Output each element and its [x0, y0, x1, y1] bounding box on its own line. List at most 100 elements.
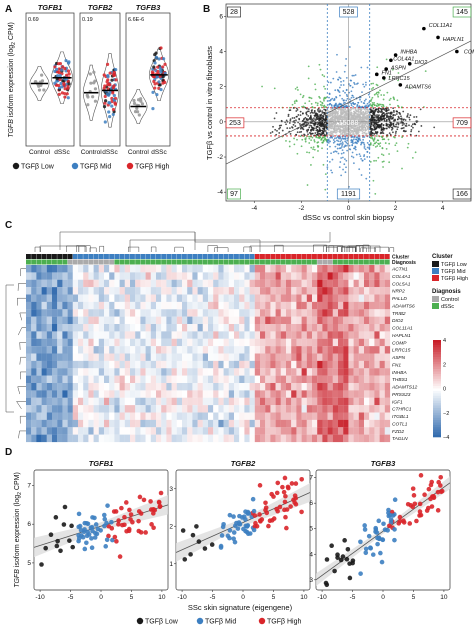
panel-c-heat-cell: [88, 383, 94, 391]
panel-c-heat-cell: [301, 331, 307, 339]
panel-c-heat-cell: [46, 287, 53, 295]
panel-c-heat-cell: [312, 301, 318, 310]
panel-a-point-dssc: [159, 70, 163, 74]
panel-c-gene-FN1: FN1: [392, 362, 401, 368]
panel-d-point: [76, 511, 82, 517]
panel-c-heat-cell: [317, 419, 323, 428]
panel-a-point-dssc: [110, 78, 114, 82]
panel-c-heat-cell: [208, 360, 214, 369]
panel-c-heat-cell: [88, 397, 94, 406]
panel-b-point: [285, 123, 287, 126]
panel-c-heat-cell: [270, 353, 276, 361]
panel-c-cluster-cell: [171, 254, 177, 259]
panel-c-heat-cell: [301, 353, 307, 361]
panel-c-heat-cell: [67, 375, 73, 384]
panel-c-heat-cell: [78, 360, 84, 369]
panel-c-heat-cell: [83, 287, 89, 295]
panel-c-heat-cell: [119, 375, 125, 384]
panel-b-point: [350, 129, 353, 132]
panel-c-heat-cell: [62, 360, 68, 369]
panel-c-heat-cell: [218, 375, 224, 384]
panel-b-point: [314, 88, 317, 91]
panel-c-cluster-cell: [384, 254, 390, 259]
panel-d-point: [263, 505, 269, 510]
panel-c-heat-cell: [244, 375, 250, 384]
panel-c-heat-cell: [379, 397, 385, 406]
panel-c-heat-cell: [119, 427, 125, 435]
panel-b-point: [302, 94, 305, 97]
panel-b-point: [367, 104, 370, 107]
panel-c-heat-cell: [41, 294, 47, 302]
panel-c-heat-cell: [343, 309, 349, 317]
panel-b-point: [289, 118, 292, 120]
panel-c-gene-COL4A1: COL4A1: [392, 274, 411, 280]
panel-b-point: [298, 118, 301, 121]
panel-c-heat-cell: [244, 419, 250, 428]
panel-c-heat-cell: [36, 346, 42, 354]
panel-c-heat-cell: [98, 368, 105, 376]
panel-c-heat-cell: [114, 427, 120, 435]
panel-c-heat-cell: [78, 353, 84, 361]
panel-c-diagnosis-cell: [265, 259, 271, 265]
panel-c-heat-cell: [379, 368, 385, 376]
panel-b-point: [367, 131, 370, 134]
panel-b-point: [342, 84, 345, 86]
panel-b-point: [329, 127, 332, 130]
panel-c-heat-cell: [249, 427, 255, 435]
panel-c-heat-cell: [26, 427, 32, 435]
panel-c-heat-cell: [332, 383, 339, 391]
panel-c-heat-cell: [379, 309, 385, 317]
panel-c-heat-cell: [301, 272, 307, 280]
panel-c-colorbar-seg: [433, 347, 441, 350]
panel-c-heat-cell: [296, 338, 302, 347]
panel-b-point: [383, 108, 386, 111]
panel-b-point: [338, 128, 341, 131]
panel-c-colorbar-seg: [433, 427, 441, 431]
panel-b-point: [412, 126, 414, 129]
panel-c-heat-cell: [343, 427, 349, 435]
panel-d-point: [426, 486, 432, 492]
panel-c-heat-cell: [98, 390, 105, 398]
panel-c-heat-cell: [254, 316, 261, 325]
panel-c-heat-cell: [171, 427, 177, 435]
panel-c-heat-cell: [306, 309, 313, 317]
panel-a-point-control: [93, 87, 98, 91]
panel-b-gene-point-COL4A1: [389, 58, 393, 63]
panel-c-heat-cell: [286, 265, 292, 273]
panel-d-xtick: 5: [130, 594, 134, 601]
panel-b-point: [397, 72, 400, 74]
panel-c-heat-cell: [62, 301, 68, 310]
panel-c-heat-cell: [374, 360, 380, 369]
panel-c-heat-cell: [26, 353, 32, 361]
panel-c-heat-cell: [379, 383, 385, 391]
panel-b-point: [362, 116, 365, 119]
panel-b-point: [304, 116, 307, 119]
panel-c-heat-cell: [52, 383, 58, 391]
panel-c-heat-cell: [301, 397, 307, 406]
panel-c-heat-cell: [41, 412, 47, 420]
panel-c-heat-cell: [41, 338, 47, 347]
panel-b-point: [379, 89, 381, 92]
panel-c-heat-cell: [213, 294, 219, 302]
panel-b-point: [288, 109, 291, 112]
panel-b-point: [276, 129, 278, 132]
panel-c-heat-cell: [384, 287, 391, 295]
panel-c-heat-cell: [135, 368, 141, 376]
panel-d-ytick: 5: [27, 560, 31, 567]
panel-c-dendro-top: [360, 247, 367, 252]
panel-c-heat-cell: [98, 272, 105, 280]
panel-b-point: [327, 131, 330, 134]
panel-c-heat-cell: [239, 331, 245, 339]
panel-c-heat-cell: [343, 375, 349, 384]
panel-c-diagnosis-cell: [166, 259, 172, 265]
panel-d-point: [55, 538, 60, 544]
panel-c-heat-cell: [46, 331, 53, 339]
panel-c-heat-cell: [150, 419, 157, 428]
panel-c-heat-cell: [135, 272, 141, 280]
panel-b-point: [392, 116, 394, 119]
panel-b-point: [385, 58, 388, 61]
panel-c-heat-cell: [197, 434, 203, 443]
panel-b-point: [398, 112, 401, 114]
panel-c-heat-cell: [202, 397, 209, 406]
panel-d-point: [376, 518, 382, 524]
